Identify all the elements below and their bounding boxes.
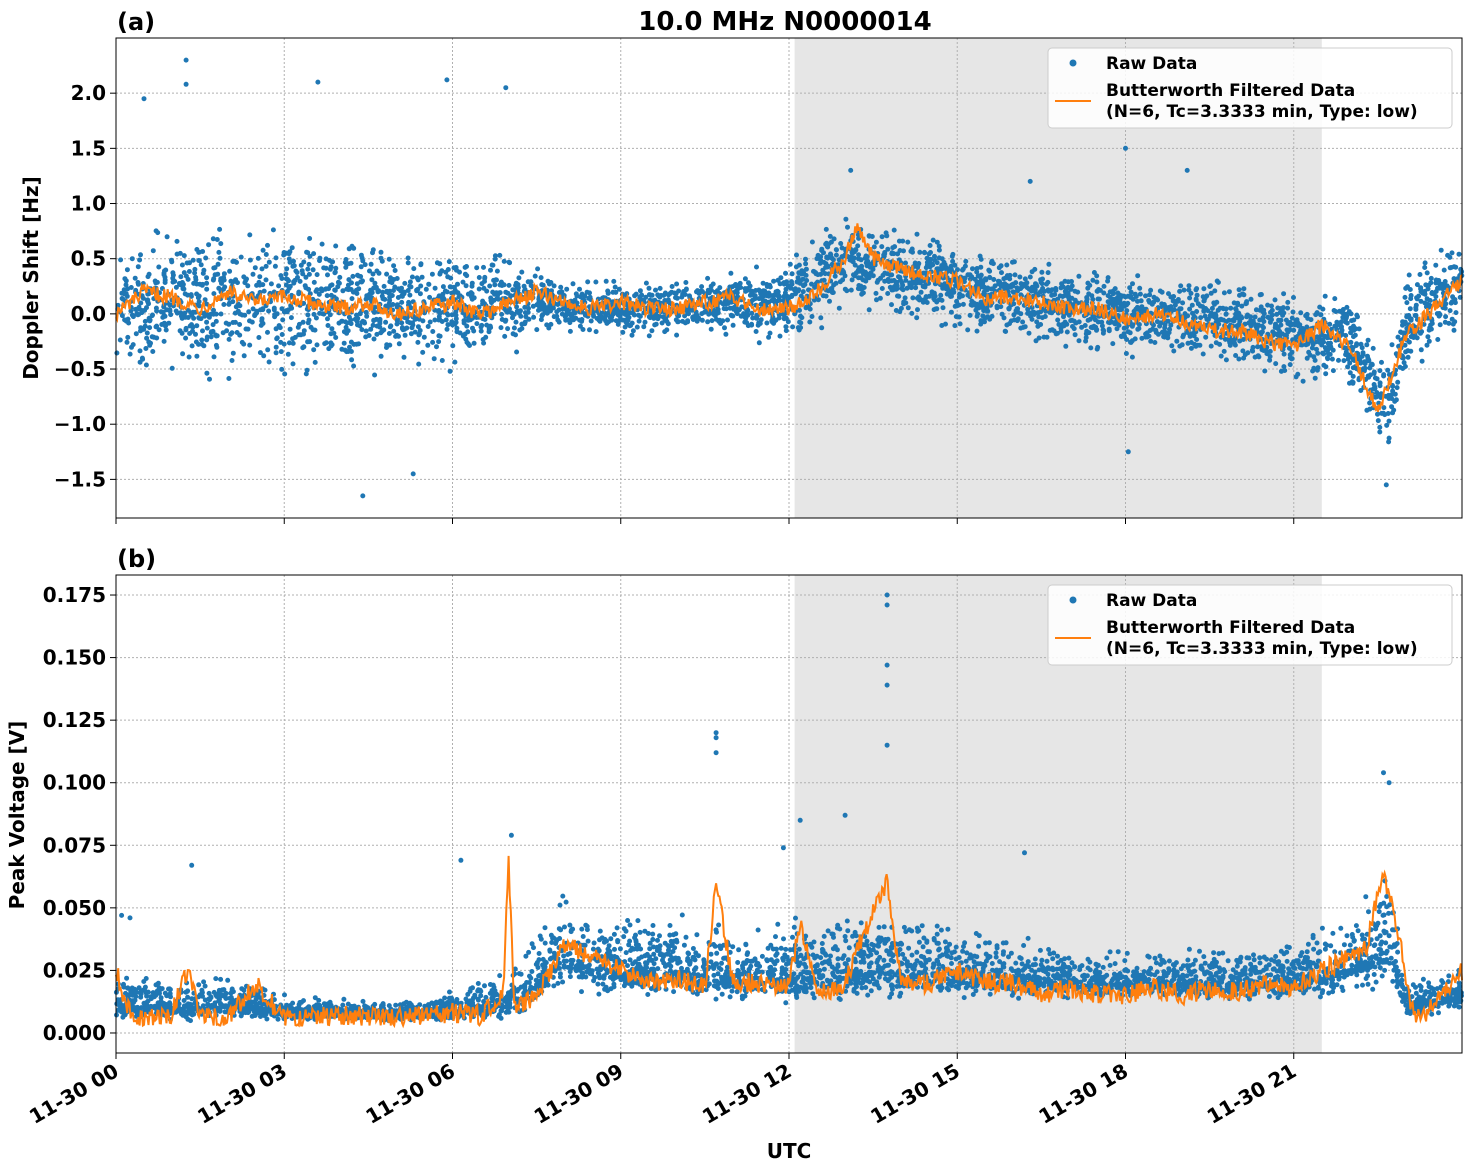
panel-a-legend-raw-label: Raw Data (1106, 54, 1197, 74)
raw-data-markers (113, 592, 1464, 1024)
y-tick-label: 0.100 (43, 771, 106, 795)
y-tick-label: 0.5 (71, 247, 106, 271)
y-tick-label: 0.125 (43, 708, 106, 732)
y-tick-label: 2.0 (71, 81, 106, 105)
y-tick-label: −1.5 (54, 467, 106, 491)
y-tick-label: 0.175 (43, 583, 106, 607)
panel-b-raw-data-points (113, 592, 1464, 1024)
chart-title: 10.0 MHz N0000014 (638, 7, 931, 37)
y-tick-label: 0.000 (43, 1021, 106, 1045)
panel-a-legend-filtered-label-1: Butterworth Filtered Data (1106, 81, 1355, 101)
x-tick-label: 11-30 12 (698, 1059, 796, 1129)
panel-b-x-ticks: 11-30 00 11-30 03 11-30 06 11-30 09 11-30 12… (25, 1053, 1300, 1129)
panel-b-filtered-line (115, 855, 1463, 1029)
y-tick-label: 0.075 (43, 833, 106, 857)
panel-b-legend-raw-label: Raw Data (1106, 591, 1197, 611)
panel-a-legend-raw-marker (1069, 59, 1077, 67)
panel-a-legend-box (1047, 47, 1453, 129)
panel-b-y-ticks: 0.175 0.150 0.125 0.100 0.075 0.050 0.025 0.000 (43, 583, 116, 1045)
panel-b-legend-raw-marker (1069, 596, 1077, 604)
panel-b-legend-filtered-label-1: Butterworth Filtered Data (1106, 618, 1355, 638)
y-tick-label: 1.0 (71, 192, 106, 216)
x-tick-label: 11-30 21 (1203, 1059, 1301, 1129)
panel-b-label: (b) (117, 545, 156, 573)
panel-a-filtered-line (115, 223, 1463, 413)
panel-a-y-ticks: 2.0 1.5 1.0 0.5 0.0 −0.5 −1.0 −1.5 (54, 81, 116, 491)
y-tick-label: 0.050 (43, 896, 106, 920)
x-tick-label: 11-30 15 (866, 1059, 964, 1129)
x-axis-label: UTC (767, 1139, 812, 1163)
y-tick-label: −1.0 (54, 412, 106, 436)
y-tick-label: 1.5 (71, 136, 106, 160)
panel-a-doppler-shift: 2.0 1.5 1.0 0.5 0.0 −0.5 −1.0 −1.5 (a) 10.0 MHz… (19, 7, 1465, 524)
panel-b-ylabel: Peak Voltage [V] (5, 721, 29, 910)
panel-b-peak-voltage: 0.175 0.150 0.125 0.100 0.075 0.050 0.025 0.000… (5, 545, 1464, 1129)
panel-a-legend-filtered-label-2: (N=6, Tc=3.3333 min, Type: low) (1106, 102, 1418, 122)
y-tick-label: −0.5 (54, 357, 106, 381)
x-tick-label: 11-30 00 (25, 1059, 123, 1129)
panel-b-legend-box (1047, 584, 1453, 666)
x-tick-label: 11-30 09 (530, 1059, 628, 1129)
panel-a-ylabel: Doppler Shift [Hz] (19, 176, 43, 380)
panel-b-legend-filtered-label-2: (N=6, Tc=3.3333 min, Type: low) (1106, 639, 1418, 659)
panel-a-label: (a) (117, 8, 155, 36)
x-tick-label: 11-30 06 (361, 1059, 459, 1129)
x-tick-label: 11-30 18 (1034, 1059, 1132, 1129)
x-tick-label: 11-30 03 (193, 1059, 291, 1129)
panel-b-legend: Raw Data Butterworth Filtered Data (N=6,… (1047, 584, 1453, 666)
y-tick-label: 0.150 (43, 646, 106, 670)
y-tick-label: 0.025 (43, 958, 106, 982)
y-tick-label: 0.0 (71, 302, 106, 326)
panel-a-legend: Raw Data Butterworth Filtered Data (N=6,… (1047, 47, 1453, 129)
panel-a-x-ticks (115, 518, 1295, 524)
